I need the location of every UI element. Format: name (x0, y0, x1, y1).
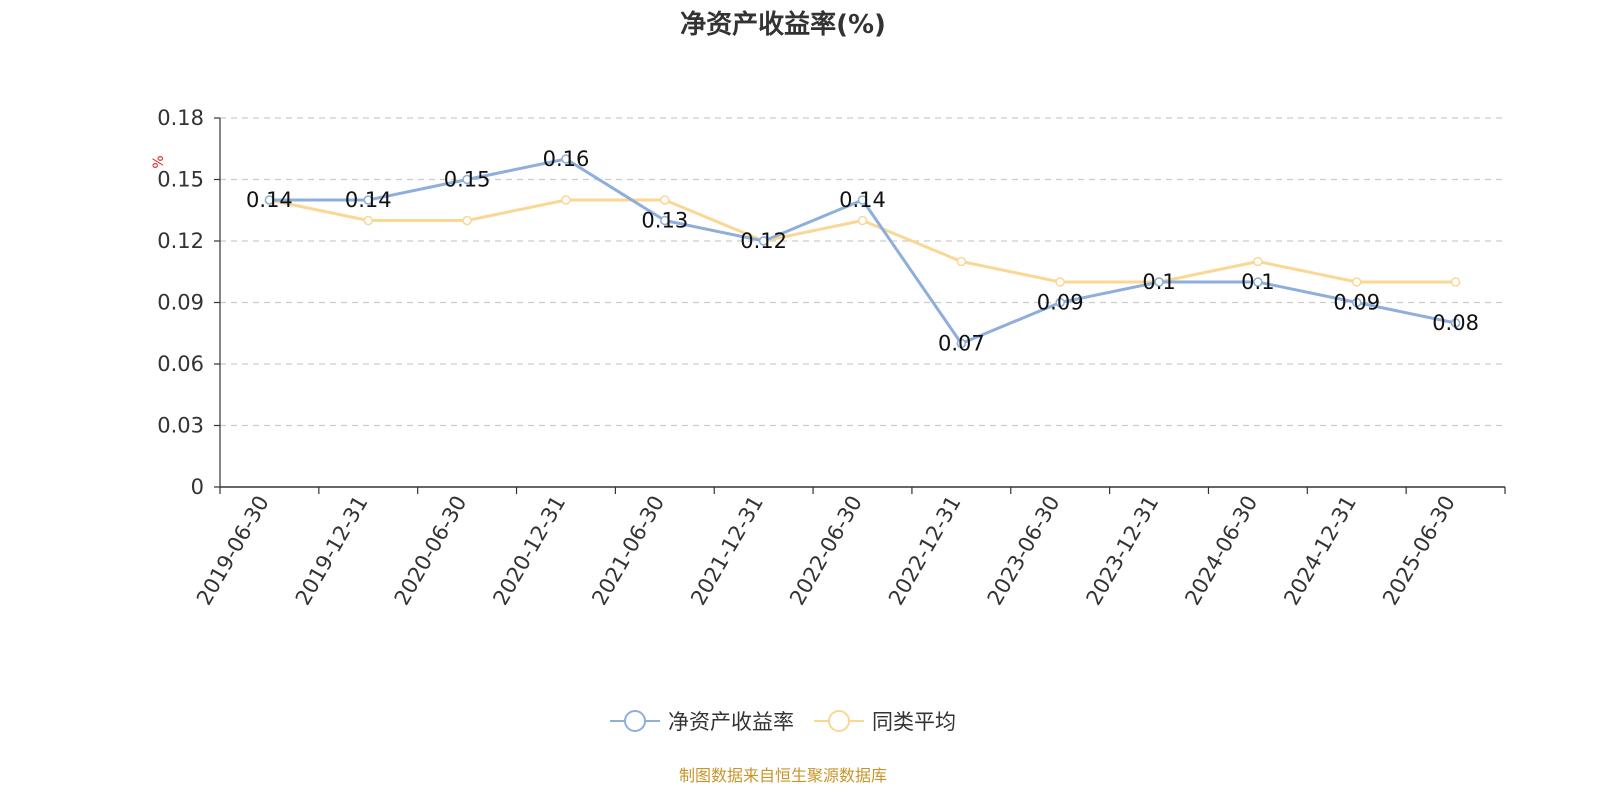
y-tick-label: 0.12 (157, 229, 204, 253)
data-point-roe (264, 195, 275, 205)
axes: 0 0.03 0.06 0.09 0.12 0.15 0.18 2019-06-30 2019-… (157, 106, 1506, 610)
series (264, 154, 1461, 349)
x-tick-label: 2022-12-31 (884, 492, 966, 610)
data-label: 0.09 (1037, 291, 1084, 315)
x-tick-label: 2020-06-30 (390, 491, 472, 609)
data-point-roe (1055, 297, 1065, 308)
data-label: 0.1 (1142, 270, 1175, 294)
data-point-peer-average (956, 256, 967, 267)
data-label: 0.09 (1333, 291, 1380, 315)
data-point-roe (1351, 297, 1362, 308)
data-point-roe (1154, 277, 1164, 287)
data-label: 0.07 (938, 332, 985, 356)
chart-title: 净资产收益率(%) (680, 10, 886, 40)
data-point-peer-average (1351, 277, 1362, 287)
data-point-peer-average (1253, 256, 1263, 267)
data-label: 0.14 (246, 188, 293, 212)
data-point-peer-average (363, 215, 374, 226)
y-axis-unit-label: % (151, 155, 167, 168)
data-point-peer-average (857, 215, 868, 226)
data-label: 0.12 (740, 229, 787, 253)
x-tick-label: 2025-06-30 (1378, 492, 1460, 610)
data-point-peer-average (561, 195, 571, 205)
y-tick-label: 0 (191, 475, 204, 499)
data-point-roe (1450, 318, 1461, 328)
x-tick-label: 2019-06-30 (192, 492, 274, 610)
x-tick-label: 2020-12-31 (488, 492, 570, 610)
data-labels: 0.14 0.14 0.15 0.16 0.13 0.12 0.14 0.07 0.09 0.1 0… (246, 147, 1479, 356)
x-tick-label: 2021-12-31 (686, 492, 768, 610)
x-tick-label: 2023-12-31 (1082, 492, 1164, 610)
x-tick-label: 2024-06-30 (1180, 492, 1262, 610)
x-tick-label: 2024-12-31 (1279, 492, 1361, 610)
legend-marker-roe-icon (610, 710, 660, 732)
legend-label-peer-average: 同类平均 (872, 710, 956, 734)
y-tick-label: 0.09 (157, 291, 204, 315)
data-label: 0.08 (1432, 311, 1479, 335)
y-tick-label: 0.06 (157, 352, 204, 376)
x-tick-label: 2023-06-30 (983, 492, 1065, 610)
data-point-roe (561, 154, 571, 164)
data-point-roe (462, 174, 472, 185)
legend-label-roe: 净资产收益率 (668, 710, 794, 734)
legend-marker-peer-average-icon (814, 710, 864, 732)
data-point-peer-average (462, 215, 472, 226)
data-point-roe (363, 195, 374, 205)
data-point-peer-average (1450, 277, 1461, 287)
legend-item-peer-average[interactable]: 同类平均 (814, 706, 956, 736)
legend-item-roe[interactable]: 净资产收益率 (610, 706, 794, 736)
y-tick-label: 0.03 (157, 414, 204, 438)
data-point-roe (758, 236, 769, 246)
y-tick-label: 0.15 (157, 168, 204, 192)
data-point-roe (1253, 277, 1263, 287)
data-point-roe (956, 338, 967, 349)
data-point-roe (660, 215, 670, 226)
data-label: 0.14 (839, 188, 886, 212)
data-source-note: 制图数据来自恒生聚源数据库 (678, 766, 887, 785)
data-label: 0.13 (641, 209, 688, 233)
y-tick-label: 0.18 (157, 106, 204, 130)
data-point-roe (857, 195, 868, 205)
data-label: 0.16 (543, 147, 590, 171)
data-label: 0.1 (1241, 270, 1274, 294)
legend: 净资产收益率 同类平均 (0, 706, 1566, 736)
grid-lines (220, 117, 1505, 427)
x-tick-label: 2021-06-30 (587, 492, 669, 610)
data-point-peer-average (1055, 277, 1065, 287)
x-tick-label: 2019-12-31 (291, 492, 373, 610)
x-tick-label: 2022-06-30 (785, 492, 867, 610)
data-label: 0.15 (444, 168, 491, 192)
data-point-peer-average (660, 195, 670, 205)
data-label: 0.14 (345, 188, 392, 212)
